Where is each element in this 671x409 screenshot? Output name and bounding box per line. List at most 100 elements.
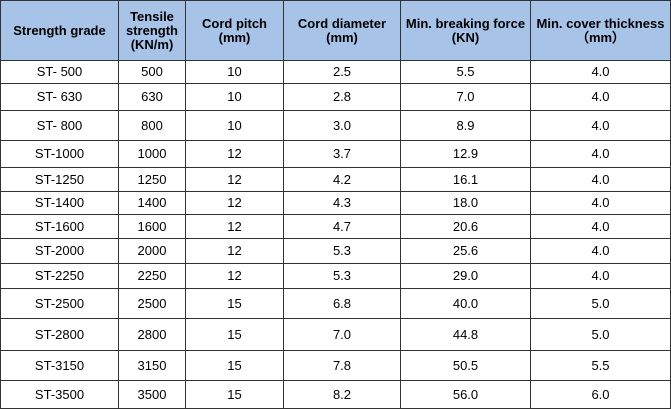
table-cell: 15 — [185, 318, 284, 351]
table-cell: 12 — [185, 167, 284, 192]
table-cell: 4.0 — [530, 60, 671, 84]
table-cell: ST-2800 — [0, 318, 119, 351]
header-row: Strength grade Tensile strength (KN/m) Cor… — [0, 0, 671, 61]
header-cell: Cord pitch (mm) — [185, 0, 284, 61]
table-cell: 12 — [185, 140, 284, 168]
table-body: ST- 500 500 10 2.5 5.5 4.0 ST- 630 630 10 2.8 7.0 4… — [0, 60, 671, 409]
table-cell: 5.3 — [283, 238, 401, 264]
table-cell: 2.8 — [283, 83, 401, 111]
table-cell: ST-2500 — [0, 288, 119, 319]
table-cell: 4.0 — [530, 110, 671, 141]
table-cell: 18.0 — [400, 191, 531, 215]
table-cell: 4.0 — [530, 214, 671, 239]
table-cell: 8.2 — [283, 380, 401, 409]
table-cell: 1400 — [118, 191, 186, 215]
table-cell: 56.0 — [400, 380, 531, 409]
header-cell: Min. cover thickness （mm） — [530, 0, 671, 61]
table-cell: 2000 — [118, 238, 186, 264]
table-cell: 3.7 — [283, 140, 401, 168]
table-cell: 3500 — [118, 380, 186, 409]
table-cell: 50.5 — [400, 350, 531, 381]
table-cell: 5.0 — [530, 318, 671, 351]
table-cell: 25.6 — [400, 238, 531, 264]
table-cell: 2250 — [118, 263, 186, 289]
table-row: ST-2500 2500 15 6.8 40.0 5.0 — [0, 288, 671, 319]
table-cell: 12 — [185, 263, 284, 289]
table-cell: 3150 — [118, 350, 186, 381]
table-cell: 10 — [185, 110, 284, 141]
table-cell: 40.0 — [400, 288, 531, 319]
table-cell: 5.0 — [530, 288, 671, 319]
table-cell: 500 — [118, 60, 186, 84]
table-cell: 7.0 — [400, 83, 531, 111]
table-cell: 4.2 — [283, 167, 401, 192]
header-cell: Min. breaking force (KN) — [400, 0, 531, 61]
table-cell: 800 — [118, 110, 186, 141]
table-cell: ST-3150 — [0, 350, 119, 381]
table-cell: 7.8 — [283, 350, 401, 381]
table-cell: 4.0 — [530, 140, 671, 168]
table-cell: 1600 — [118, 214, 186, 239]
header-cell: Tensile strength (KN/m) — [118, 0, 186, 61]
table-cell: 29.0 — [400, 263, 531, 289]
table-cell: 15 — [185, 288, 284, 319]
table-cell: 1000 — [118, 140, 186, 168]
table-cell: ST-1000 — [0, 140, 119, 168]
table-cell: 10 — [185, 60, 284, 84]
table-cell: 15 — [185, 350, 284, 381]
table-row: ST- 500 500 10 2.5 5.5 4.0 — [0, 60, 671, 84]
table-cell: ST-1600 — [0, 214, 119, 239]
table-cell: 2800 — [118, 318, 186, 351]
table-cell: ST- 800 — [0, 110, 119, 141]
table-row: ST-3150 3150 15 7.8 50.5 5.5 — [0, 350, 671, 381]
table-row: ST-3500 3500 15 8.2 56.0 6.0 — [0, 380, 671, 409]
table-cell: 12 — [185, 238, 284, 264]
table-cell: 1250 — [118, 167, 186, 192]
table-cell: 2500 — [118, 288, 186, 319]
table-cell: 7.0 — [283, 318, 401, 351]
table-cell: ST- 500 — [0, 60, 119, 84]
table-cell: 4.7 — [283, 214, 401, 239]
table-row: ST-2000 2000 12 5.3 25.6 4.0 — [0, 238, 671, 264]
table-cell: 6.0 — [530, 380, 671, 409]
table-cell: ST-1400 — [0, 191, 119, 215]
table-row: ST- 630 630 10 2.8 7.0 4.0 — [0, 83, 671, 111]
table-cell: ST-3500 — [0, 380, 119, 409]
header-cell: Cord diameter (mm) — [283, 0, 401, 61]
table-row: ST-1600 1600 12 4.7 20.6 4.0 — [0, 214, 671, 239]
table-cell: 2.5 — [283, 60, 401, 84]
table-cell: 12.9 — [400, 140, 531, 168]
table-cell: 4.0 — [530, 167, 671, 192]
table-cell: 5.5 — [400, 60, 531, 84]
table-cell: 20.6 — [400, 214, 531, 239]
table-cell: ST-1250 — [0, 167, 119, 192]
table-row: ST- 800 800 10 3.0 8.9 4.0 — [0, 110, 671, 141]
table-cell: 16.1 — [400, 167, 531, 192]
table-cell: 44.8 — [400, 318, 531, 351]
table-cell: 15 — [185, 380, 284, 409]
table-cell: 12 — [185, 191, 284, 215]
table-cell: 4.0 — [530, 263, 671, 289]
table-cell: 4.0 — [530, 83, 671, 111]
table-cell: 5.3 — [283, 263, 401, 289]
table-cell: ST- 630 — [0, 83, 119, 111]
table-cell: 8.9 — [400, 110, 531, 141]
table-row: ST-2800 2800 15 7.0 44.8 5.0 — [0, 318, 671, 351]
table-cell: 3.0 — [283, 110, 401, 141]
table-cell: 4.3 — [283, 191, 401, 215]
table-cell: 4.0 — [530, 238, 671, 264]
table-row: ST-1000 1000 12 3.7 12.9 4.0 — [0, 140, 671, 168]
table-cell: 10 — [185, 83, 284, 111]
table-row: ST-2250 2250 12 5.3 29.0 4.0 — [0, 263, 671, 289]
table-cell: 6.8 — [283, 288, 401, 319]
table-row: ST-1400 1400 12 4.3 18.0 4.0 — [0, 191, 671, 215]
table-cell: 5.5 — [530, 350, 671, 381]
table-cell: 4.0 — [530, 191, 671, 215]
table-cell: 12 — [185, 214, 284, 239]
header-cell: Strength grade — [0, 0, 119, 61]
table-cell: ST-2250 — [0, 263, 119, 289]
table-cell: 630 — [118, 83, 186, 111]
table-cell: ST-2000 — [0, 238, 119, 264]
